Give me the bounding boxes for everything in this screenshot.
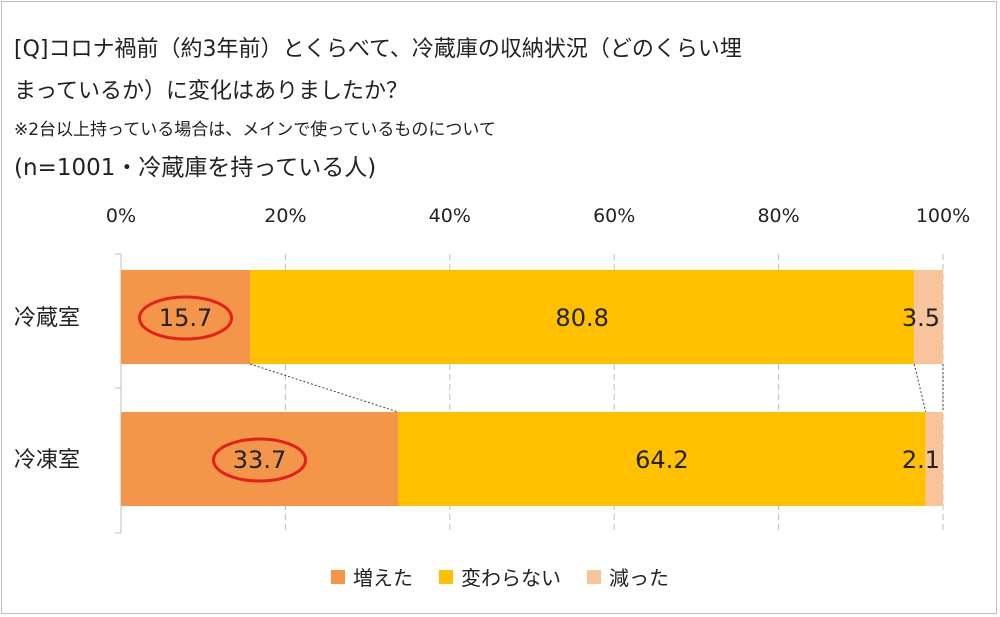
x-tick-label: 60%: [593, 205, 635, 227]
data-label: 2.1: [902, 446, 940, 474]
legend-label-decreased: 減った: [609, 566, 669, 590]
bar-segment: [121, 270, 251, 364]
highlight-ellipse: [212, 437, 308, 483]
category-label: 冷凍室: [14, 448, 80, 473]
legend-label-increased: 増えた: [353, 566, 413, 590]
chart-title-line1: [Q]コロナ禍前（約3年前）とくらべて、冷蔵庫の収納状況（どのくらい埋: [14, 37, 742, 62]
legend-swatch-unchanged: [439, 569, 453, 584]
x-tick-label: 20%: [264, 205, 306, 227]
bar-segment: [925, 412, 943, 506]
series-line: [249, 363, 399, 413]
x-tick-label: 100%: [916, 205, 970, 227]
data-label: 80.8: [555, 304, 608, 332]
category-label: 冷蔵室: [14, 306, 80, 331]
bar-segment: [250, 270, 915, 364]
series-line: [913, 363, 927, 413]
data-label: 33.7: [233, 446, 286, 474]
chart-sample-size: (n=1001・冷蔵庫を持っている人): [14, 155, 377, 181]
chart-title-line2: まっているか）に変化はありましたか？: [14, 79, 409, 104]
legend-swatch-decreased: [587, 569, 601, 584]
data-label: 15.7: [159, 304, 212, 332]
bar-segment: [914, 270, 943, 364]
data-label: 3.5: [902, 304, 940, 332]
bar-segment: [121, 412, 399, 506]
legend-item-decreased: 減った: [587, 562, 669, 591]
legend-label-unchanged: 変わらない: [461, 566, 561, 590]
highlight-ellipse: [138, 295, 234, 341]
legend: 増えた 変わらない 減った: [0, 562, 1000, 591]
x-tick-label: 0%: [106, 205, 136, 227]
x-tick-label: 80%: [757, 205, 799, 227]
chart-note: ※2台以上持っている場合は、メインで使っているものについて: [14, 120, 496, 140]
data-label: 64.2: [635, 446, 688, 474]
x-tick-label: 40%: [429, 205, 471, 227]
legend-item-unchanged: 変わらない: [439, 562, 561, 591]
bar-segment: [398, 412, 926, 506]
legend-swatch-increased: [331, 569, 345, 584]
legend-item-increased: 増えた: [331, 562, 413, 591]
